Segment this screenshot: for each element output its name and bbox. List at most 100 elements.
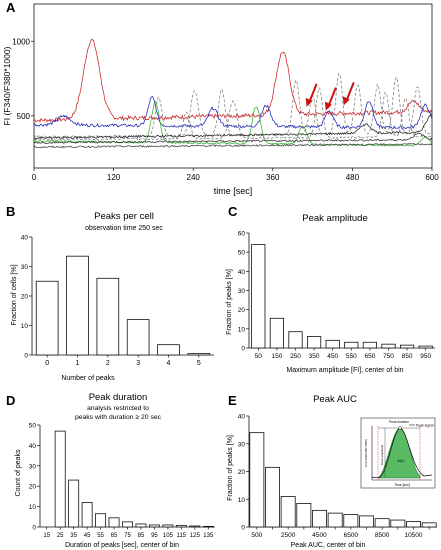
bar-9500	[390, 519, 406, 528]
x-tick-label: 10500	[404, 532, 422, 539]
y-tick-label: 50	[238, 250, 246, 257]
panel-e-x-axis-label: Peak AUC, center of bin	[291, 542, 366, 549]
x-tick-label: 0	[45, 360, 49, 367]
panel-a: A 0 120 240 360 480 600 500 1000 time [sec] FI…	[2, 0, 439, 196]
bar-1500	[265, 466, 280, 528]
x-tick-label: 85	[138, 533, 145, 539]
panel-a-plot-frame	[33, 3, 433, 169]
panel-e-plot: 0 10 20 30 40 500 2500 4500 6500 8500 10500	[238, 414, 437, 539]
y-tick-label: 20	[238, 469, 246, 476]
bar-650	[362, 341, 377, 349]
y-tick-label: 40	[238, 269, 246, 276]
bar-8500	[374, 518, 390, 528]
bar-65	[108, 517, 120, 528]
bar-125	[189, 525, 201, 528]
panel-e: E Peak AUC 0 10 20 30 40 500 2500 4500 6500 8500 1…	[227, 393, 437, 549]
bar-35	[68, 479, 80, 528]
inset-peak-curve	[371, 427, 433, 479]
annotation-arrowhead-3	[342, 96, 350, 106]
panel-b-title: Peaks per cell	[94, 211, 154, 222]
x-tick-label: 0	[32, 173, 37, 182]
x-tick-label: 2500	[281, 532, 296, 539]
panel-c-title: Peak amplitude	[302, 213, 367, 224]
annotation-arrowhead-2	[324, 101, 332, 111]
bar-3500	[296, 503, 312, 528]
x-tick-label: 135	[203, 533, 214, 539]
x-tick-label: 150	[271, 353, 282, 360]
y-tick-label: 10	[29, 504, 37, 511]
x-tick-label: 4500	[312, 532, 327, 539]
x-tick-label: 115	[177, 533, 187, 539]
panel-b-x-axis-label: Number of peaks	[61, 375, 115, 382]
inset-peak-marker	[398, 426, 402, 430]
bar-50	[251, 244, 266, 349]
trace-5	[33, 87, 433, 141]
y-tick-label: 60	[238, 231, 246, 238]
panel-e-inset: Peak duration Peak amplitude AUC Peak si…	[360, 417, 436, 489]
bar-5	[187, 353, 211, 356]
bar-2	[96, 277, 120, 356]
y-tick-label: 10	[238, 326, 246, 333]
x-tick-label: 750	[383, 353, 394, 360]
bar-25	[54, 430, 66, 528]
panel-b-plot: 0 10 20 30 40 0 1 2 3 4 5	[21, 235, 214, 367]
trace-7	[33, 132, 433, 144]
bar-4	[157, 344, 180, 356]
bar-7500	[359, 515, 374, 528]
bar-45	[81, 502, 93, 528]
x-tick-label: 650	[364, 353, 375, 360]
panel-b: B Peaks per cell observation time 250 se…	[6, 204, 214, 382]
y-tick-label: 30	[29, 463, 37, 470]
x-tick-label: 360	[266, 173, 280, 182]
panel-c: C Peak amplitude 0 10 20 30 40 50 60 50 150 250 35…	[226, 204, 435, 374]
bar-950	[418, 345, 433, 349]
x-tick-label: 15	[43, 533, 50, 539]
inset-x-axis-label: Time [sec]	[394, 483, 410, 487]
y-tick-label: 30	[238, 288, 246, 295]
x-tick-label: 250	[290, 353, 301, 360]
bar-95	[148, 524, 160, 528]
panel-a-y-axis-label: FI (F340/F380*1000)	[2, 46, 12, 125]
bar-5500	[327, 512, 343, 528]
x-tick-label: 35	[70, 533, 77, 539]
y-tick-label: 40	[238, 414, 246, 421]
bar-750	[381, 343, 396, 349]
panel-e-title: Peak AUC	[313, 394, 357, 405]
panel-c-x-axis-label: Maximum amplitude [FI], center of bin	[286, 367, 403, 374]
x-tick-label: 5	[197, 360, 201, 367]
bar-1	[66, 255, 89, 356]
x-tick-label: 125	[190, 533, 201, 539]
panel-b-subtitle: observation time 250 sec	[85, 225, 163, 232]
panel-a-arrows	[305, 82, 355, 111]
x-tick-label: 3	[136, 360, 140, 367]
bar-4500	[312, 509, 327, 528]
x-tick-label: 450	[327, 353, 338, 360]
y-tick-label: 10	[21, 323, 29, 330]
x-tick-label: 2	[106, 360, 110, 367]
x-tick-label: 4	[167, 360, 171, 367]
bar-115	[175, 524, 187, 528]
y-tick-label: 500	[17, 112, 31, 121]
panel-d-y-axis-label: Count of peaks	[15, 449, 22, 497]
inset-duration-label: Peak duration	[389, 420, 409, 424]
bar-2500	[280, 496, 296, 528]
panel-d-subtitle-line-2: peaks with duration ≥ 20 sec	[75, 414, 162, 421]
x-tick-label: 1	[76, 360, 80, 367]
inset-amplitude-label: Peak amplitude	[380, 444, 384, 465]
bar-850	[400, 344, 415, 349]
bar-150	[269, 317, 284, 349]
panel-a-x-axis-label: time [sec]	[214, 186, 253, 196]
bar-0	[35, 280, 59, 356]
y-tick-label: 50	[29, 423, 37, 430]
x-tick-label: 50	[255, 353, 263, 360]
bar-500	[249, 432, 265, 528]
y-tick-label: 30	[21, 264, 29, 271]
y-tick-label: 0	[32, 525, 36, 532]
panel-b-letter: B	[6, 204, 15, 219]
panel-c-letter: C	[228, 204, 238, 219]
bar-350	[307, 336, 322, 349]
bar-11500	[421, 522, 437, 528]
x-tick-label: 120	[107, 173, 121, 182]
panel-a-letter: A	[6, 0, 16, 15]
annotation-arrowhead-1	[305, 97, 313, 107]
